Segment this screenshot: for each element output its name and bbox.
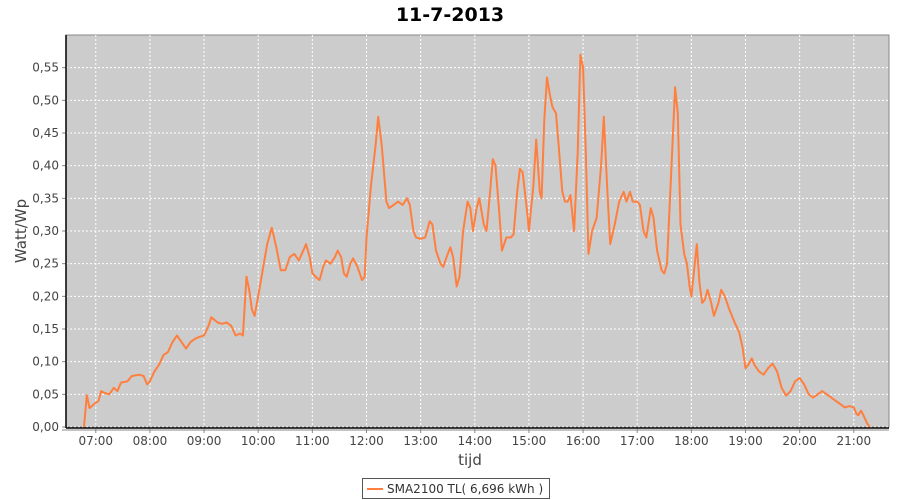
x-tick-label: 20:00 xyxy=(782,434,817,448)
y-tick-label: 0,25 xyxy=(32,257,59,271)
x-tick-label: 07:00 xyxy=(78,434,113,448)
y-tick-label: 0,40 xyxy=(32,159,59,173)
x-tick-label: 17:00 xyxy=(620,434,655,448)
y-tick-label: 0,15 xyxy=(32,322,59,336)
x-tick-label: 08:00 xyxy=(133,434,168,448)
y-axis-label: Watt/Wp xyxy=(12,199,30,263)
y-tick-label: 0,45 xyxy=(32,126,59,140)
legend-label: SMA2100 TL( 6,696 kWh ) xyxy=(387,481,544,496)
x-tick-label: 09:00 xyxy=(187,434,222,448)
y-tick-label: 0,00 xyxy=(32,420,59,434)
plot-area xyxy=(65,34,890,428)
x-tick-label: 19:00 xyxy=(728,434,763,448)
x-tick-label: 13:00 xyxy=(403,434,438,448)
x-tick-label: 18:00 xyxy=(674,434,709,448)
series-line xyxy=(83,53,871,428)
y-tick-label: 0,05 xyxy=(32,387,59,401)
x-axis: 07:00 08:00 09:00 10:00 11:00 12:00 13:00 14:00… xyxy=(62,427,889,448)
y-tick-label: 0,55 xyxy=(32,61,59,75)
legend-swatch xyxy=(367,487,383,490)
y-tick-label: 0,35 xyxy=(32,191,59,205)
y-tick-label: 0,20 xyxy=(32,289,59,303)
y-tick-label: 0,10 xyxy=(32,355,59,369)
x-tick-label: 10:00 xyxy=(241,434,276,448)
x-tick-label: 12:00 xyxy=(349,434,384,448)
x-tick-label: 21:00 xyxy=(837,434,872,448)
x-axis-label: tijd xyxy=(458,451,482,469)
x-tick-label: 15:00 xyxy=(512,434,547,448)
y-axis: 0,00 0,05 0,10 0,15 0,20 0,25 0,30 0,35 0,40 0,45… xyxy=(32,35,67,434)
legend: SMA2100 TL( 6,696 kWh ) xyxy=(362,478,551,499)
y-tick-label: 0,50 xyxy=(32,93,59,107)
x-tick-label: 11:00 xyxy=(295,434,330,448)
x-tick-label: 14:00 xyxy=(457,434,492,448)
chart-title: 11-7-2013 xyxy=(396,4,504,26)
x-tick-label: 16:00 xyxy=(566,434,601,448)
y-tick-label: 0,30 xyxy=(32,224,59,238)
